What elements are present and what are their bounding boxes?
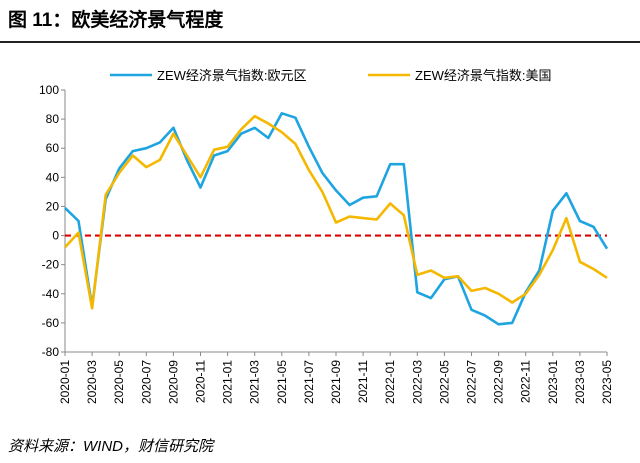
series-line <box>64 114 608 310</box>
legend-label: ZEW经济景气指数:美国 <box>415 68 552 83</box>
x-tick-label: 2020-01 <box>58 360 72 404</box>
y-tick-label: 20 <box>46 199 60 213</box>
y-tick-label: 0 <box>52 229 59 243</box>
y-tick-label: 40 <box>46 170 60 184</box>
y-tick-label: 100 <box>39 83 59 97</box>
x-tick-label: 2021-07 <box>302 360 316 404</box>
x-tick-label: 2022-11 <box>519 360 533 403</box>
x-tick-label: 2022-01 <box>383 360 397 404</box>
x-tick-label: 2021-01 <box>221 360 235 404</box>
x-tick-label: 2020-07 <box>139 360 153 404</box>
x-tick-label: 2023-01 <box>546 360 560 404</box>
x-tick-label: 2020-03 <box>85 360 99 404</box>
series-line <box>64 112 609 326</box>
x-tick-label: 2021-05 <box>275 360 289 404</box>
x-tick-label: 2021-11 <box>356 360 370 403</box>
x-tick-label: 2020-09 <box>166 360 180 404</box>
y-tick-label: -40 <box>42 287 60 301</box>
y-tick-label: 60 <box>46 141 60 155</box>
x-tick-label: 2022-07 <box>465 360 479 404</box>
x-tick-label: 2020-05 <box>112 360 126 404</box>
x-tick-label: 2023-03 <box>573 360 587 404</box>
y-tick-label: -60 <box>42 316 60 330</box>
chart-title: 图 11：欧美经济景气程度 <box>8 8 224 31</box>
y-tick-label: -80 <box>42 345 60 359</box>
x-tick-label: 2021-03 <box>248 360 262 404</box>
x-tick-label: 2022-05 <box>437 360 451 404</box>
y-tick-label: 80 <box>46 112 60 126</box>
source-note: 资料来源：WIND，财信研究院 <box>8 438 215 455</box>
legend-label: ZEW经济景气指数:欧元区 <box>157 68 307 83</box>
x-tick-label: 2021-09 <box>329 360 343 404</box>
x-tick-label: 2022-03 <box>410 360 424 404</box>
x-tick-label: 2022-09 <box>492 360 506 404</box>
x-tick-label: 2020-11 <box>194 360 208 403</box>
y-tick-label: -20 <box>42 258 60 272</box>
x-tick-label: 2023-05 <box>600 360 614 404</box>
